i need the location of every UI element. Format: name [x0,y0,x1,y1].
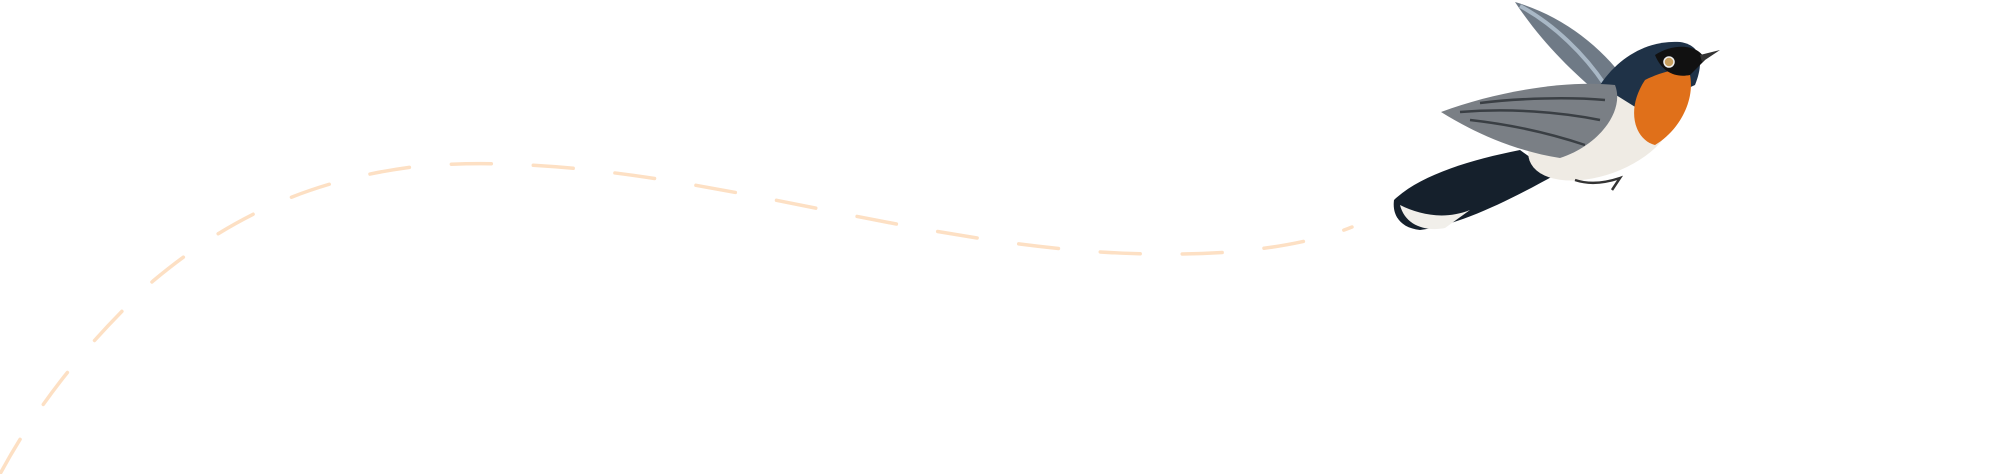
bird-icon [1393,2,1720,230]
dashed-flight-path [0,161,1354,474]
